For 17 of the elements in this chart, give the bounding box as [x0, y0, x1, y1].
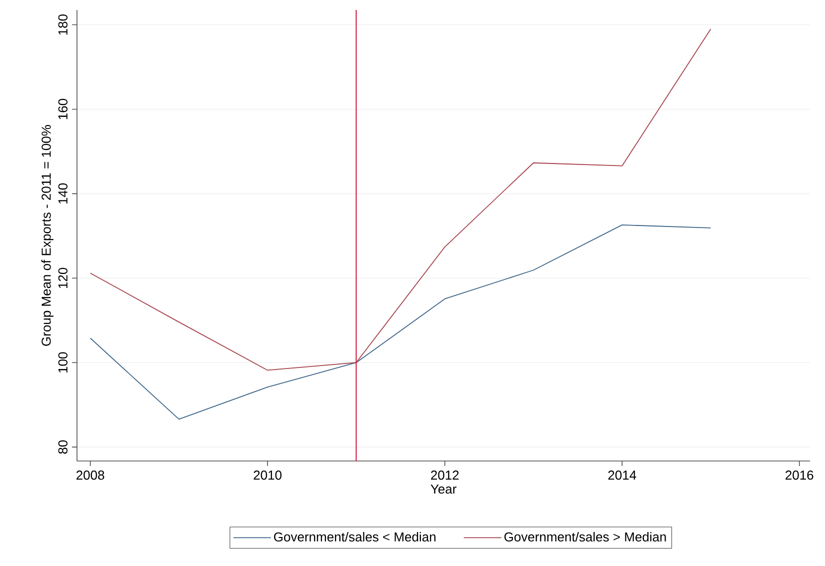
y-tick-label: 100 [58, 352, 68, 372]
legend-label: Government/sales > Median [504, 532, 666, 542]
y-tick-label: 80 [58, 440, 68, 454]
line-series [90, 28, 712, 371]
x-tick-label: 2014 [608, 470, 636, 480]
line-series [90, 224, 712, 420]
x-axis-title: Year [430, 484, 456, 494]
y-tick-label: 180 [58, 14, 68, 35]
x-tick-label: 2016 [786, 470, 814, 480]
x-tick-label: 2012 [431, 470, 459, 480]
legend-label: Government/sales < Median [274, 532, 436, 542]
y-tick-label: 120 [58, 268, 68, 288]
y-tick-label: 160 [58, 98, 68, 120]
y-tick-label: 140 [58, 183, 68, 204]
x-tick-label: 2010 [254, 470, 282, 480]
x-tick-label: 2008 [76, 470, 104, 480]
y-axis-title: Group Mean of Exports - 2011 = 100% [41, 125, 54, 346]
